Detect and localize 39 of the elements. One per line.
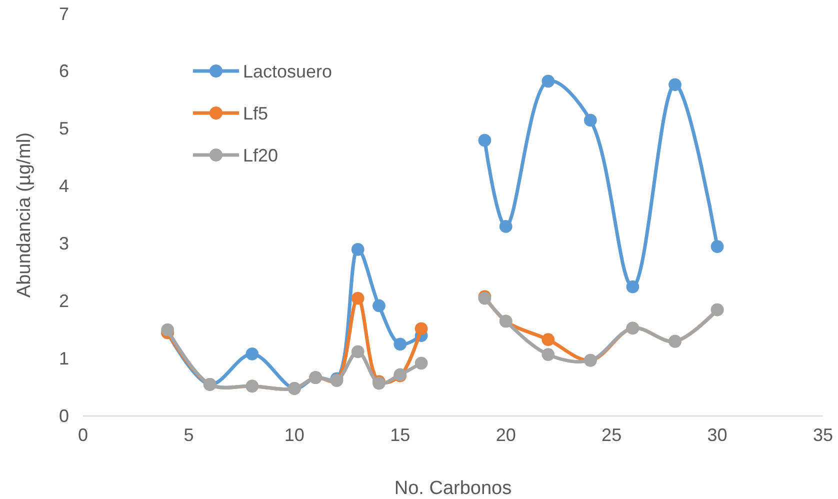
point bbox=[542, 333, 555, 346]
point bbox=[499, 220, 512, 233]
point bbox=[351, 345, 364, 358]
y-tick-label: 3 bbox=[58, 233, 69, 254]
point bbox=[542, 348, 555, 361]
x-tick-label: 5 bbox=[184, 424, 194, 445]
y-tick-label: 7 bbox=[58, 4, 69, 24]
point bbox=[372, 299, 386, 312]
x-tick-label: 20 bbox=[496, 424, 516, 445]
y-tick-label: 1 bbox=[58, 348, 69, 368]
point bbox=[710, 240, 724, 254]
x-tick-label: 15 bbox=[390, 424, 410, 445]
legend-label: Lf20 bbox=[243, 145, 278, 166]
point bbox=[414, 356, 428, 370]
point bbox=[626, 280, 640, 294]
point bbox=[414, 322, 428, 336]
y-axis-title: Abundancia (µg/ml) bbox=[14, 132, 35, 298]
point bbox=[542, 74, 555, 88]
x-tick-label: 0 bbox=[78, 424, 88, 445]
x-tick-label: 35 bbox=[812, 424, 834, 445]
x-axis-title: No. Carbonos bbox=[394, 478, 512, 499]
point bbox=[161, 323, 174, 336]
point bbox=[351, 243, 364, 256]
point bbox=[394, 338, 407, 351]
legend-label: Lactosuero bbox=[243, 61, 332, 82]
x-tick-label: 10 bbox=[284, 424, 304, 445]
x-tick-label: 25 bbox=[602, 424, 622, 445]
point bbox=[478, 134, 492, 147]
y-tick-label: 6 bbox=[58, 61, 69, 82]
point bbox=[668, 78, 682, 92]
y-tick-label: 5 bbox=[58, 118, 69, 139]
y-tick-label: 0 bbox=[58, 406, 69, 426]
point bbox=[351, 292, 364, 305]
x-tick-label: 30 bbox=[707, 424, 728, 445]
point bbox=[584, 114, 597, 127]
y-tick-label: 4 bbox=[58, 176, 69, 196]
point bbox=[246, 348, 259, 360]
y-tick-label: 2 bbox=[58, 290, 69, 311]
legend-label: Lf5 bbox=[243, 103, 268, 124]
